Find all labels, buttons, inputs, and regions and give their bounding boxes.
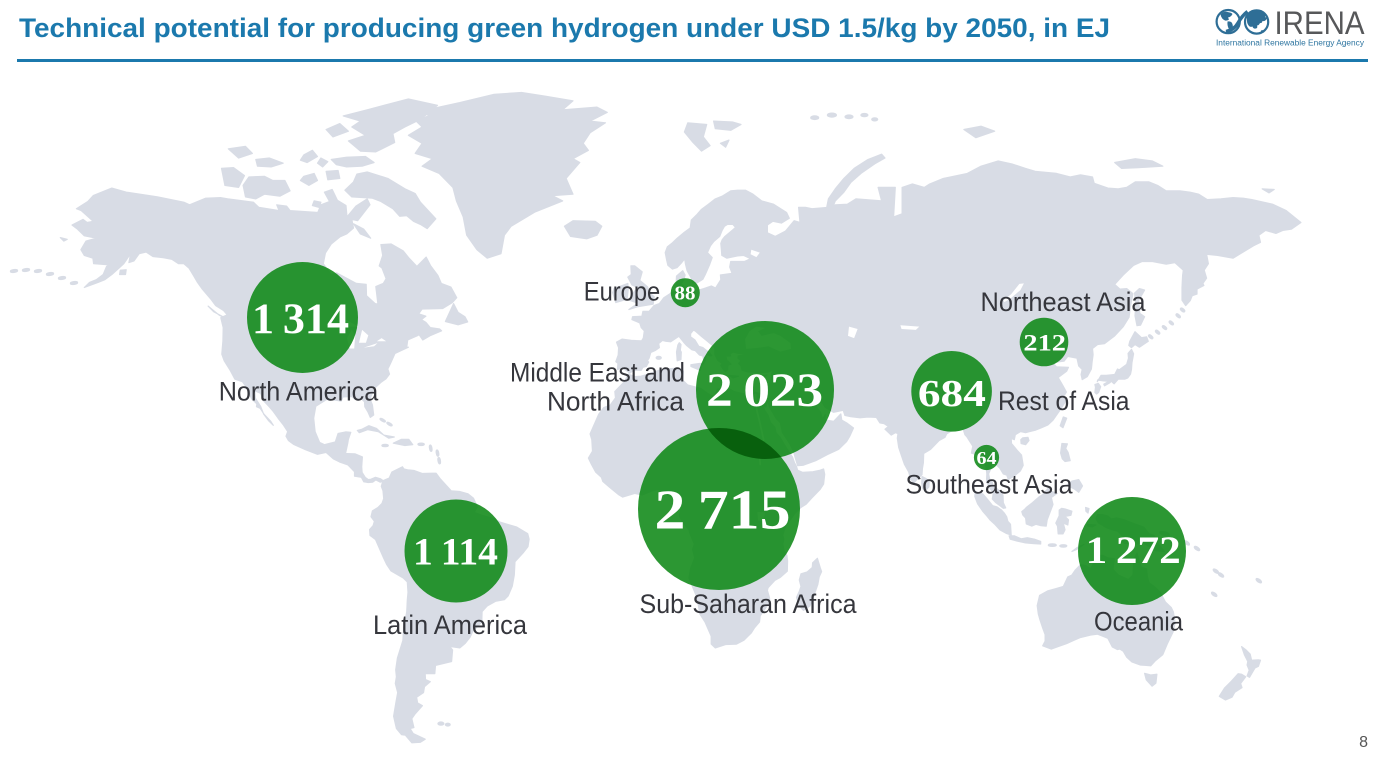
svg-text:Latin America: Latin America [373, 610, 528, 640]
svg-text:North America: North America [219, 376, 379, 406]
svg-text:Northeast Asia: Northeast Asia [981, 287, 1147, 317]
svg-text:North Africa: North Africa [547, 387, 685, 417]
svg-text:Oceania: Oceania [1094, 607, 1184, 637]
svg-text:88: 88 [675, 283, 696, 305]
svg-text:2 715: 2 715 [655, 479, 791, 541]
svg-text:64: 64 [977, 448, 997, 468]
svg-text:1 314: 1 314 [252, 296, 349, 343]
svg-text:8: 8 [1359, 734, 1368, 751]
svg-text:1 272: 1 272 [1086, 529, 1181, 572]
svg-text:International Renewable Energy: International Renewable Energy Agency [1216, 39, 1364, 48]
svg-text:Rest of Asia: Rest of Asia [998, 386, 1130, 416]
svg-text:2 023: 2 023 [706, 364, 823, 417]
svg-text:1 114: 1 114 [413, 530, 498, 573]
svg-text:Sub-Saharan Africa: Sub-Saharan Africa [640, 589, 858, 619]
svg-text:Middle East and: Middle East and [510, 358, 685, 388]
svg-text:Southeast Asia: Southeast Asia [906, 469, 1074, 499]
svg-text:IRENA: IRENA [1275, 5, 1366, 41]
svg-text:684: 684 [918, 373, 986, 415]
svg-text:Europe: Europe [584, 277, 661, 307]
svg-text:Technical potential for produc: Technical potential for producing green … [19, 13, 1110, 43]
svg-text:212: 212 [1023, 330, 1066, 355]
